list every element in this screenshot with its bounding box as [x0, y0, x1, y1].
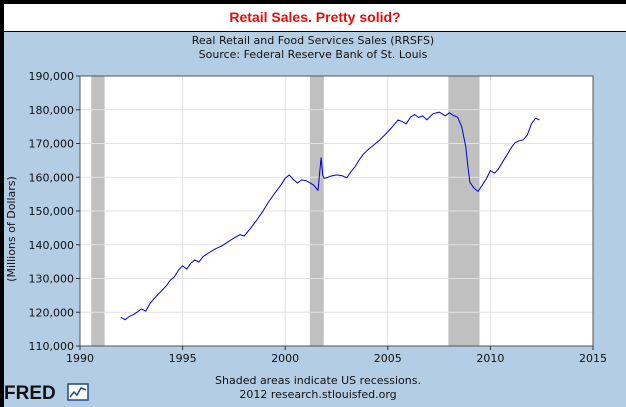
- x-tick-label-1: 1990: [66, 352, 94, 365]
- series-group: [120, 111, 540, 321]
- x-tick-label-4: 2005: [374, 352, 402, 365]
- fred-logo-text: FRED: [4, 383, 56, 404]
- x-tick-label-5: 2010: [476, 352, 504, 365]
- y-tick-label-2: 120,000: [29, 306, 75, 319]
- y-tick-label-4: 140,000: [29, 239, 75, 252]
- x-tick-label-3: 2000: [271, 352, 299, 365]
- chart-title: Real Retail and Food Services Sales (RRS…: [192, 34, 434, 47]
- y-tick-label-9: 190,000: [29, 70, 75, 83]
- chart-subtitle: Source: Federal Reserve Bank of St. Loui…: [199, 48, 428, 61]
- y-axis-ticks: 110,000 120,000 130,000 140,000 150,000 160,0…: [29, 70, 80, 353]
- y-axis-label: (Millions of Dollars): [5, 176, 18, 282]
- headline-text: Retail Sales. Pretty solid?: [229, 9, 401, 25]
- series-line-1: [120, 111, 540, 321]
- footer-note-line2: 2012 research.stlouisfed.org: [239, 388, 396, 401]
- y-tick-label-5: 150,000: [29, 205, 75, 218]
- y-tick-label-8: 180,000: [29, 104, 75, 117]
- y-tick-label-6: 160,000: [29, 171, 75, 184]
- y-tick-label-1: 110,000: [29, 340, 75, 353]
- fred-logo: FRED: [4, 383, 89, 404]
- x-tick-label-2: 1995: [169, 352, 197, 365]
- fred-logo-graph-icon: [67, 383, 89, 401]
- x-tick-label-6: 2015: [579, 352, 607, 365]
- x-axis-ticks: 1990 1995 2000 2005 2010 2015: [66, 346, 607, 365]
- y-tick-label-7: 170,000: [29, 138, 75, 151]
- footer-note-line1: Shaded areas indicate US recessions.: [215, 374, 421, 387]
- headline-banner: Retail Sales. Pretty solid?: [4, 4, 626, 31]
- y-tick-label-3: 130,000: [29, 273, 75, 286]
